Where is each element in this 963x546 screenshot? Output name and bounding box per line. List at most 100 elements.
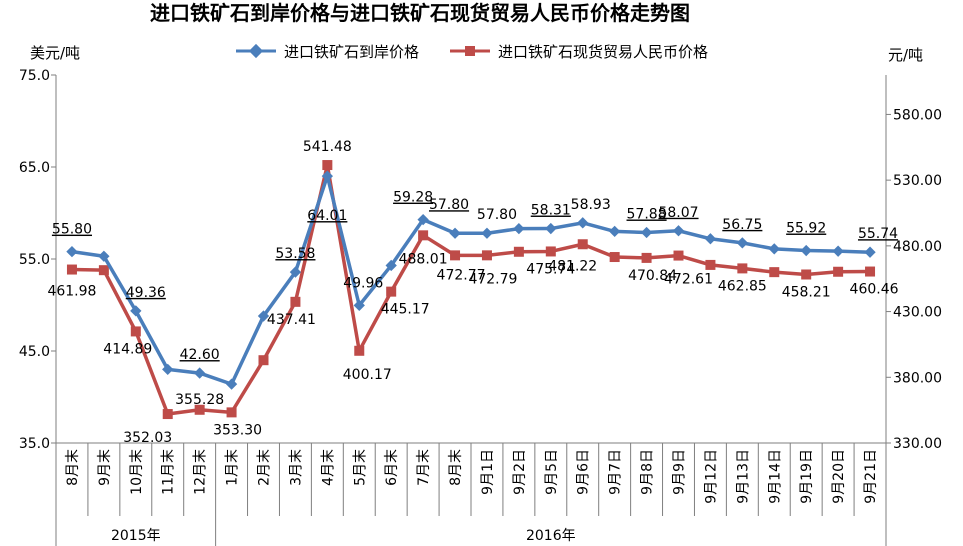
x-tick-label: 9月8日 [640,449,656,495]
x-tick-label: 9月2日 [512,449,528,495]
x-tick-label: 3月末 [288,449,304,486]
rmb-price-point [481,250,492,261]
cif-price-data-label: 58.07 [658,205,698,221]
rmb-price-point [545,246,556,257]
x-tick-label: 9月7日 [608,449,624,495]
rmb-price-data-label: 472.61 [664,272,713,288]
rmb-price-point [130,326,141,337]
x-tick-label: 8月末 [65,449,81,486]
cif-price-data-label: 57.88 [627,207,667,223]
year-group-label: 2016年 [526,528,576,544]
rmb-price-data-label: 355.28 [175,392,224,408]
rmb-price-point [226,407,237,418]
x-tick-label: 9月21日 [863,449,879,504]
cif-price-data-label: 58.93 [571,197,611,213]
x-tick-label: 9月12日 [703,449,719,504]
left-axis-unit: 美元/吨 [30,44,80,62]
right-tick-label: 330.00 [893,436,942,452]
right-tick-label: 480.00 [893,239,942,255]
cif-price-point [353,299,365,312]
left-tick-label: 65.0 [19,160,50,176]
legend-label-rmb-price: 进口铁矿石现货贸易人民币价格 [498,43,708,61]
rmb-price-point [833,266,844,277]
x-tick-label: 1月末 [225,449,241,486]
cif-price-point [800,244,812,257]
cif-price-data-label: 49.96 [343,275,383,291]
rmb-price-point [98,265,109,276]
x-tick-label: 9月9日 [672,449,688,495]
cif-price-data-label: 56.75 [722,217,762,233]
left-tick-label: 45.0 [19,344,50,360]
right-tick-label: 380.00 [893,370,942,386]
right-tick-label: 530.00 [893,173,942,189]
x-tick-label: 9月6日 [576,449,592,495]
cif-price-data-label: 42.60 [180,347,220,363]
right-tick-label: 430.00 [893,305,942,321]
rmb-price-point [737,263,748,274]
cif-price-point [66,245,78,258]
cif-price-point [289,266,302,278]
rmb-price-data-label: 437.41 [267,312,316,328]
cif-price-data-label: 64.01 [307,208,347,224]
data-labels-layer: 55.8049.3642.6053.5864.0149.9659.2857.80… [47,139,898,446]
cif-price-point [608,225,621,238]
rmb-price-data-label: 472.77 [437,267,486,283]
cif-price-point [768,243,780,255]
rmb-price-point [705,259,716,270]
cif-price-point [321,170,334,182]
rmb-price-point [322,160,333,171]
legend: 进口铁矿石到岸价格 进口铁矿石现货贸易人民币价格 [236,43,708,61]
x-tick-label: 4月末 [320,449,336,486]
left-tick-label: 35.0 [19,436,50,452]
rmb-price-data-label: 352.03 [123,430,172,446]
x-tick-label: 7月末 [416,449,432,486]
x-tick-label: 5月末 [352,449,368,486]
cif-price-data-label: 55.92 [786,221,826,237]
axes: 35.0 45.0 55.0 65.0 75.0 330.00 380.00 430.00 48… [19,68,942,546]
cif-price-point [449,227,461,239]
cif-price-point [672,225,685,237]
x-tick-label: 12月末 [193,449,209,495]
cif-price-point [417,213,429,226]
x-tick-label: 9月1日 [480,449,496,495]
rmb-price-data-label: 458.21 [782,284,831,300]
rmb-price-point [258,355,269,366]
rmb-price-point [513,246,524,257]
cif-price-point [545,222,557,235]
x-tick-label: 9月5日 [544,449,560,495]
legend-item-cif-price: 进口铁矿石到岸价格 [236,43,419,61]
rmb-price-point [386,286,397,297]
cif-price-point [162,363,174,376]
cif-price-point [736,237,749,249]
cif-price-data-label: 58.31 [531,203,571,219]
right-axis-unit: 元/吨 [888,46,923,64]
cif-price-point [640,226,653,239]
cif-price-point [704,233,717,245]
x-tick-label: 10月末 [129,449,145,495]
cif-price-data-label: 55.74 [858,226,898,242]
rmb-price-point [66,264,77,275]
rmb-price-point [162,409,173,420]
cif-price-point [864,246,876,258]
cif-price-point [832,245,844,257]
x-tick-label: 9月20日 [831,449,847,504]
rmb-price-data-label: 414.89 [103,341,152,357]
cif-price-point [193,367,206,379]
rmb-price-data-label: 472.79 [468,271,517,287]
rmb-price-point [290,296,301,307]
rmb-price-point [609,252,620,263]
x-tick-label: 9月13日 [735,449,751,504]
x-tick-label: 9月14日 [767,449,783,504]
chart-title: 进口铁矿石到岸价格与进口铁矿石现货贸易人民币价格走势图 [150,1,690,25]
rmb-price-point [641,252,652,263]
rmb-price-line [71,163,871,416]
rmb-price-data-label: 481.22 [548,258,597,274]
cif-price-point [130,305,142,317]
left-tick-label: 75.0 [19,68,50,84]
rmb-price-point [801,269,812,280]
rmb-price-data-label: 541.48 [303,139,352,155]
x-tick-label: 8月末 [448,449,464,486]
legend-item-rmb-price: 进口铁矿石现货贸易人民币价格 [450,43,708,61]
